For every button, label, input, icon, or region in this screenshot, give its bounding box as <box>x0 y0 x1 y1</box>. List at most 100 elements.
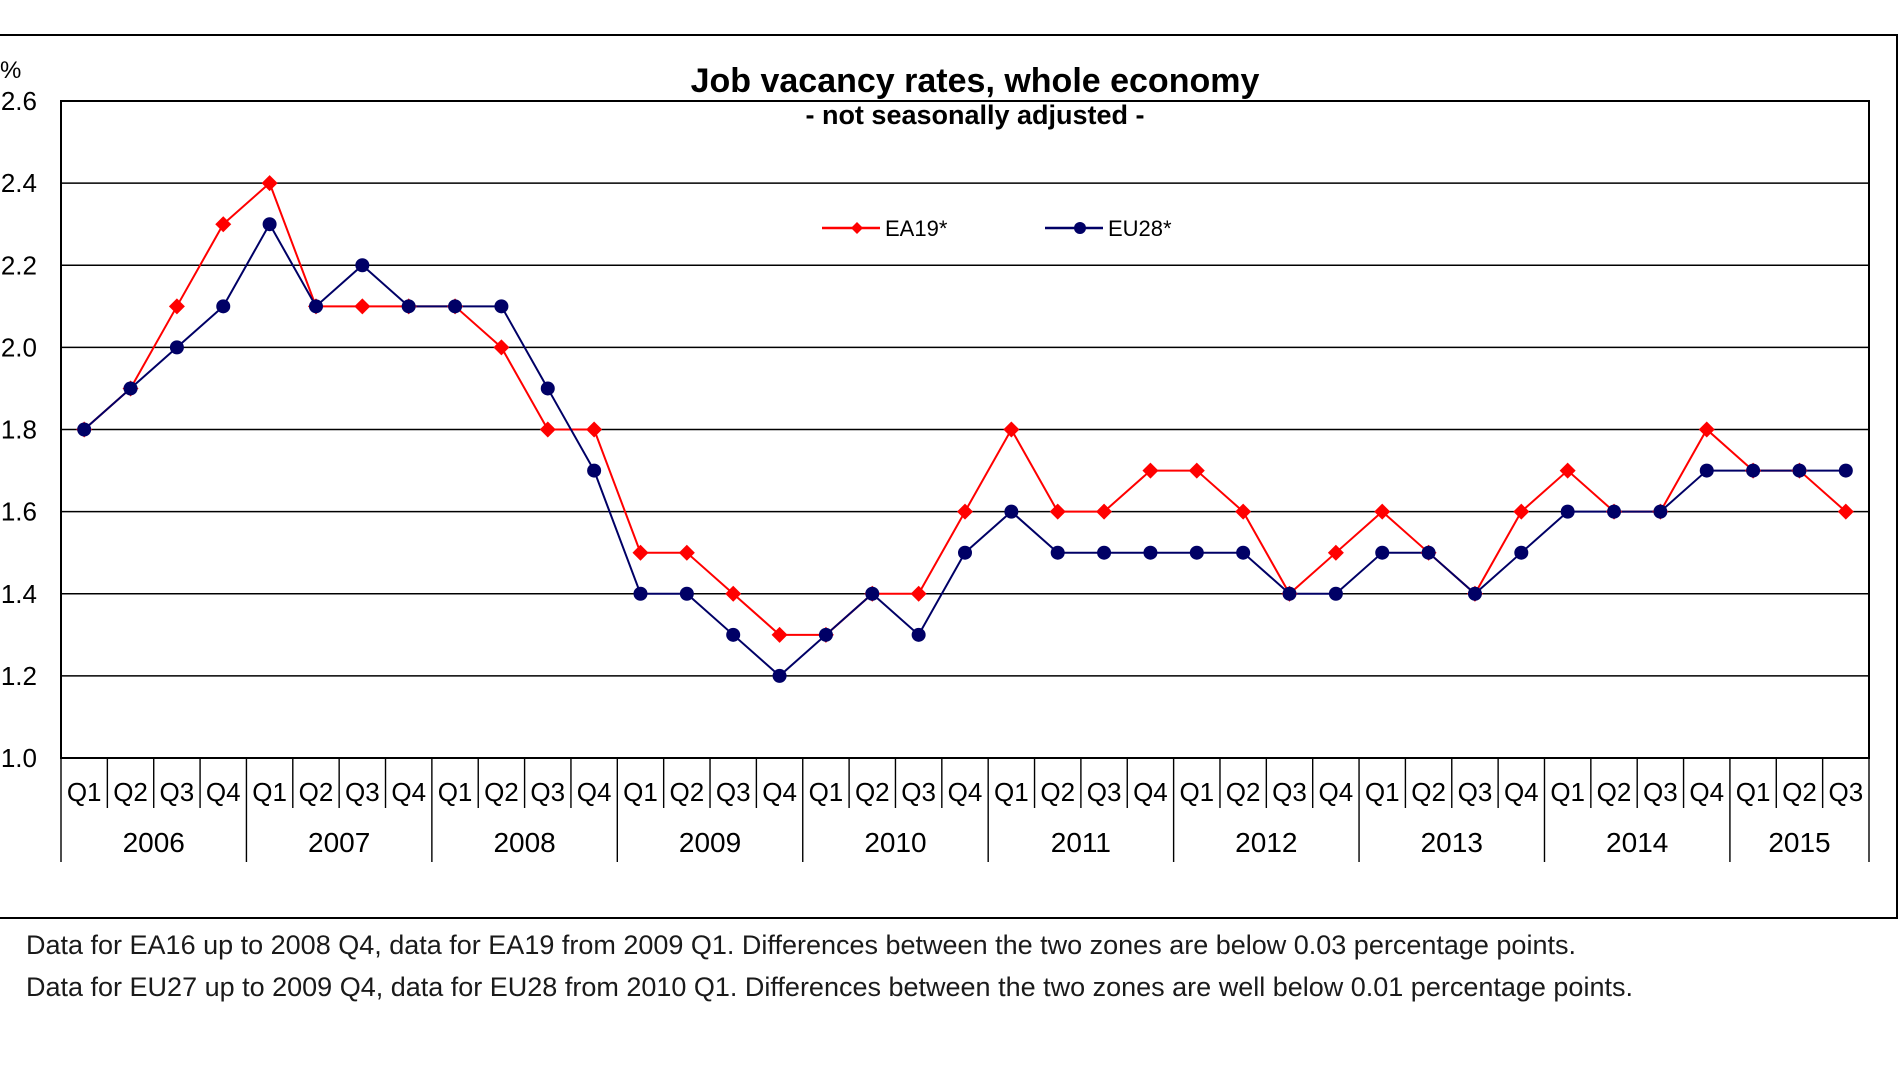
point-ea19 <box>910 585 927 602</box>
x-tick-label: Q1 <box>623 777 658 807</box>
y-tick-label: 1.0 <box>1 743 37 773</box>
point-ea19 <box>1235 503 1252 520</box>
point-eu28 <box>633 586 648 601</box>
legend-label-ea19: EA19* <box>885 216 948 241</box>
legend-marker-eu28 <box>1074 222 1086 234</box>
x-tick-label: Q4 <box>1504 777 1539 807</box>
point-eu28 <box>1282 586 1297 601</box>
x-tick-label: Q2 <box>670 777 705 807</box>
x-tick-label: Q3 <box>345 777 380 807</box>
x-tick-label: Q1 <box>1736 777 1771 807</box>
point-eu28 <box>679 586 694 601</box>
year-label: 2015 <box>1768 827 1830 858</box>
x-tick-label: Q4 <box>206 777 241 807</box>
point-eu28 <box>1607 504 1622 519</box>
x-tick-label: Q4 <box>1689 777 1724 807</box>
point-eu28 <box>77 422 92 437</box>
x-tick-label: Q1 <box>438 777 473 807</box>
x-tick-label: Q1 <box>252 777 287 807</box>
point-eu28 <box>1143 545 1158 560</box>
point-eu28 <box>308 299 323 314</box>
point-eu28 <box>1050 545 1065 560</box>
x-tick-label: Q2 <box>1782 777 1817 807</box>
x-tick-label: Q2 <box>299 777 334 807</box>
point-ea19 <box>1327 544 1344 561</box>
x-tick-label: Q3 <box>716 777 751 807</box>
x-tick-label: Q4 <box>577 777 612 807</box>
point-eu28 <box>1375 545 1390 560</box>
footnote-ea19: Data for EA16 up to 2008 Q4, data for EA… <box>26 930 1576 960</box>
point-ea19 <box>1003 421 1020 438</box>
x-tick-label: Q1 <box>67 777 102 807</box>
legend-marker-ea19 <box>851 222 863 234</box>
point-ea19 <box>771 626 788 643</box>
x-tick-label: Q4 <box>1319 777 1354 807</box>
point-eu28 <box>1653 504 1668 519</box>
point-eu28 <box>1097 545 1112 560</box>
x-tick-label: Q2 <box>113 777 148 807</box>
x-tick-label: Q4 <box>948 777 983 807</box>
legend-label-eu28: EU28* <box>1108 216 1172 241</box>
point-eu28 <box>958 545 972 560</box>
x-tick-label: Q3 <box>901 777 936 807</box>
point-ea19 <box>1049 503 1066 520</box>
y-tick-label: 1.8 <box>1 415 37 445</box>
year-label: 2006 <box>123 827 185 858</box>
x-tick-label: Q3 <box>1272 777 1307 807</box>
x-tick-label: Q2 <box>1040 777 1075 807</box>
point-eu28 <box>1328 586 1343 601</box>
point-eu28 <box>494 299 509 314</box>
x-tick-label: Q1 <box>1179 777 1214 807</box>
y-tick-label: 2.0 <box>1 332 37 362</box>
point-eu28 <box>216 299 231 314</box>
point-eu28 <box>1560 504 1575 519</box>
year-label: 2011 <box>1051 827 1111 858</box>
x-tick-label: Q4 <box>762 777 797 807</box>
x-tick-label: Q3 <box>530 777 565 807</box>
x-tick-label: Q3 <box>1828 777 1863 807</box>
x-tick-label: Q2 <box>484 777 519 807</box>
point-eu28 <box>865 586 880 601</box>
point-eu28 <box>401 299 416 314</box>
point-eu28 <box>1514 545 1529 560</box>
x-tick-label: Q3 <box>160 777 195 807</box>
point-ea19 <box>725 585 742 602</box>
x-tick-label: Q2 <box>1597 777 1632 807</box>
footnote-eu28: Data for EU27 up to 2009 Q4, data for EU… <box>26 972 1633 1002</box>
point-eu28 <box>1699 463 1714 478</box>
point-ea19 <box>1374 503 1391 520</box>
point-ea19 <box>1188 462 1205 479</box>
year-label: 2010 <box>864 827 926 858</box>
x-tick-label: Q1 <box>1365 777 1400 807</box>
y-tick-label: 2.2 <box>1 250 37 280</box>
year-label: 2007 <box>308 827 370 858</box>
point-eu28 <box>1189 545 1204 560</box>
point-ea19 <box>1698 421 1715 438</box>
x-tick-label: Q4 <box>391 777 426 807</box>
point-ea19 <box>1096 503 1113 520</box>
x-tick-label: Q4 <box>1133 777 1168 807</box>
point-ea19 <box>586 421 603 438</box>
chart-subtitle: - not seasonally adjusted - <box>805 100 1144 130</box>
point-eu28 <box>772 668 787 683</box>
y-tick-label: 1.4 <box>1 579 37 609</box>
x-tick-label: Q1 <box>1550 777 1585 807</box>
point-eu28 <box>1236 545 1251 560</box>
y-axis-label: % <box>0 57 21 84</box>
year-label: 2013 <box>1421 827 1483 858</box>
point-ea19 <box>632 544 649 561</box>
x-tick-label: Q3 <box>1458 777 1493 807</box>
point-eu28 <box>911 627 926 642</box>
point-ea19 <box>168 298 185 315</box>
point-eu28 <box>818 627 833 642</box>
chart: Job vacancy rates, whole economy - not s… <box>0 57 1870 862</box>
point-eu28 <box>726 627 741 642</box>
x-tick-label: Q1 <box>994 777 1029 807</box>
point-eu28 <box>355 258 370 273</box>
point-eu28 <box>540 381 555 396</box>
point-ea19 <box>1513 503 1530 520</box>
point-eu28 <box>1792 463 1807 478</box>
y-tick-label: 2.6 <box>1 86 37 116</box>
chart-title: Job vacancy rates, whole economy <box>691 62 1260 100</box>
point-eu28 <box>587 463 602 478</box>
